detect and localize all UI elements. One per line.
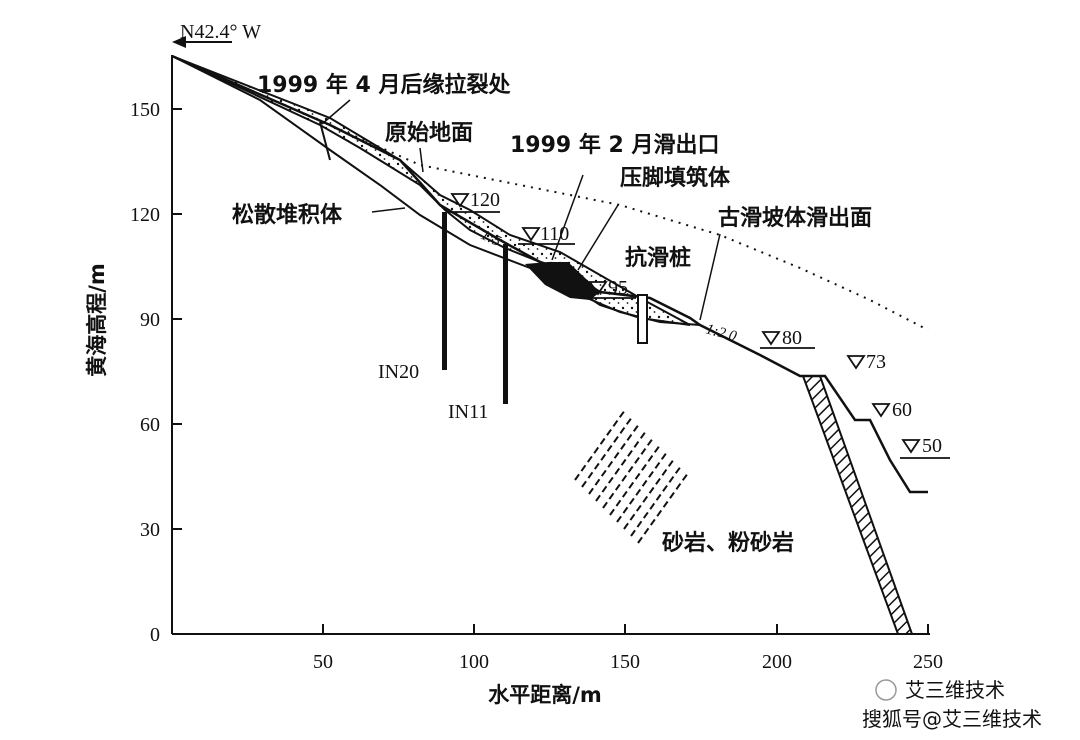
x-tick-label: 150 bbox=[610, 651, 640, 673]
borehole-label: IN11 bbox=[448, 401, 488, 423]
rock-hatching bbox=[574, 409, 689, 544]
elevation-label: 60 bbox=[892, 399, 912, 421]
elevation-markers bbox=[448, 193, 950, 459]
x-tick-label: 100 bbox=[459, 651, 489, 673]
x-tick-label: 250 bbox=[913, 651, 943, 673]
y-tick-label: 60 bbox=[140, 414, 160, 436]
sliding-surface bbox=[171, 55, 701, 326]
x-axis-title: 水平距离/m bbox=[488, 683, 602, 707]
elevation-label: 110 bbox=[540, 223, 569, 245]
watermark: 艾三维技术 搜狐号@艾三维技术 bbox=[862, 678, 1042, 731]
borehole-in20 bbox=[442, 212, 447, 370]
borehole-label: IN20 bbox=[378, 361, 419, 383]
label-toe-fill: 压脚填筑体 bbox=[620, 165, 731, 191]
borehole-in11 bbox=[503, 244, 508, 404]
crack-mark bbox=[319, 121, 331, 161]
direction-indicator: N42.4° W bbox=[172, 21, 261, 48]
label-ancient-slip: 古滑坡体滑出面 bbox=[718, 205, 872, 231]
elevation-label: 80 bbox=[782, 327, 802, 349]
anti-slide-pile bbox=[637, 294, 648, 344]
axes: 0 30 60 90 120 150 50 100 150 200 250 水平… bbox=[85, 55, 943, 707]
elevation-label: 120 bbox=[470, 189, 500, 211]
label-crack: 1999 年 4 月后缘拉裂处 bbox=[257, 72, 511, 98]
label-outlet-1999: 1999 年 2 月滑出口 bbox=[510, 132, 720, 158]
watermark-source: 搜狐号@艾三维技术 bbox=[862, 707, 1042, 731]
y-tick-label: 120 bbox=[130, 204, 160, 226]
slope-ratio: 1:5 bbox=[478, 227, 503, 250]
elevation-label: 95 bbox=[608, 277, 628, 299]
label-anti-slide-pile: 抗滑桩 bbox=[625, 245, 691, 271]
ground-surface bbox=[171, 54, 928, 494]
y-tick-label: 30 bbox=[140, 519, 160, 541]
x-tick-label: 50 bbox=[313, 651, 333, 673]
elevation-label: 50 bbox=[922, 435, 942, 457]
toe-fill-body bbox=[525, 262, 600, 300]
ancient-slip-band bbox=[801, 375, 914, 635]
watermark-channel: 艾三维技术 bbox=[905, 678, 1005, 702]
direction-label: N42.4° W bbox=[180, 21, 261, 43]
y-tick-label: 150 bbox=[130, 99, 160, 121]
label-rock: 砂岩、粉砂岩 bbox=[662, 530, 794, 556]
elevation-label: 73 bbox=[866, 351, 886, 373]
y-axis-title: 黄海高程/m bbox=[85, 263, 109, 377]
x-tick-label: 200 bbox=[762, 651, 792, 673]
label-original-ground: 原始地面 bbox=[385, 120, 473, 146]
arrow-left-icon bbox=[172, 36, 186, 48]
y-tick-label: 90 bbox=[140, 309, 160, 331]
leader-lines bbox=[321, 99, 721, 321]
label-loose-deposit: 松散堆积体 bbox=[232, 203, 343, 228]
y-tick-label: 0 bbox=[150, 624, 160, 646]
wechat-icon bbox=[875, 679, 897, 701]
slope-ratio: 1:2.0 bbox=[704, 321, 739, 345]
